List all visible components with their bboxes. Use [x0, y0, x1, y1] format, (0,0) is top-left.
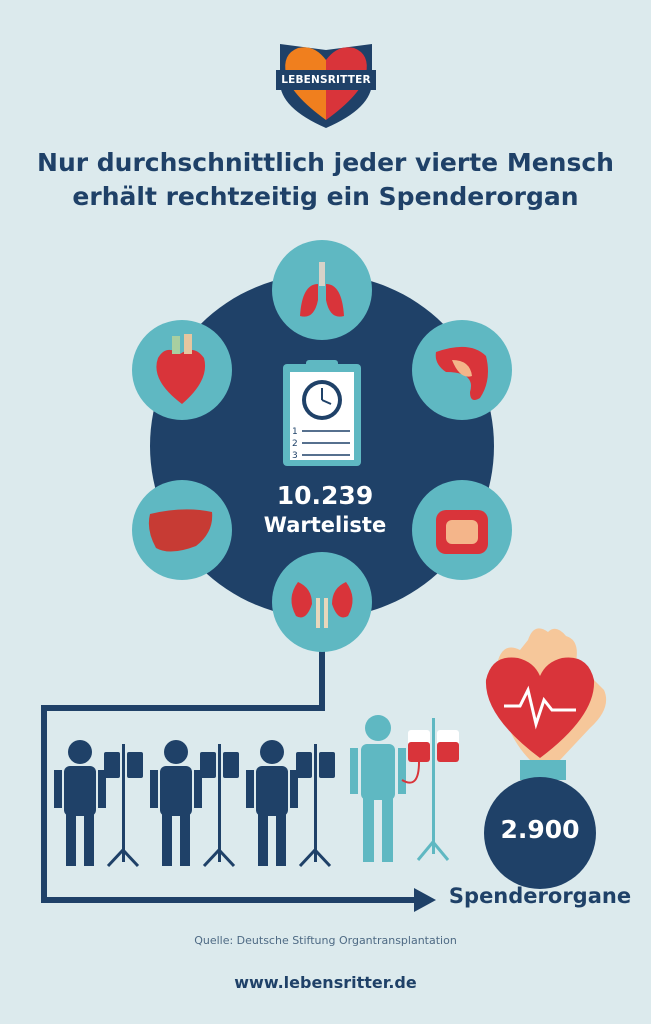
patient-figure-3: [246, 740, 298, 866]
iv-stand-2: [200, 744, 239, 868]
hand-heart-icon: [485, 628, 607, 780]
liver-icon: [132, 480, 232, 580]
iv-stand-blood: [401, 718, 459, 861]
donor-circle: [484, 777, 596, 889]
website-link[interactable]: www.lebensritter.de: [234, 973, 417, 992]
waitlist-count: 10.239: [276, 481, 374, 510]
iv-stand-1: [104, 744, 143, 868]
heart-icon: [132, 320, 232, 420]
donor-label: Spenderorgane: [448, 884, 632, 908]
clipboard-item-2: 2: [292, 439, 298, 449]
intestine-icon: [412, 480, 512, 580]
logo-text: LEBENSRITTER: [281, 74, 371, 86]
patient-figure-receiving: [350, 715, 406, 862]
flow-arrow: [41, 640, 436, 912]
lebensritter-logo: LEBENSRITTER: [276, 38, 376, 130]
clipboard-item-1: 1: [292, 427, 298, 437]
patient-figure-1: [54, 740, 106, 866]
clipboard-clock-icon: 1 2 3: [283, 360, 361, 466]
clipboard-item-3: 3: [292, 451, 298, 461]
waitlist-label: Warteliste: [263, 513, 387, 537]
lungs-icon: [272, 240, 372, 340]
title-line-2: erhält rechtzeitig ein Spenderorgan: [72, 182, 579, 211]
iv-stand-3: [296, 744, 335, 868]
patient-figure-2: [150, 740, 202, 866]
source-note: Quelle: Deutsche Stiftung Organtransplan…: [194, 934, 457, 947]
kidneys-icon: [272, 552, 372, 652]
donor-count: 2.900: [500, 815, 580, 844]
page-title: Nur durchschnittlich jeder vierte Mensch…: [0, 146, 651, 214]
pancreas-icon: [412, 320, 512, 420]
title-line-1: Nur durchschnittlich jeder vierte Mensch: [37, 148, 614, 177]
